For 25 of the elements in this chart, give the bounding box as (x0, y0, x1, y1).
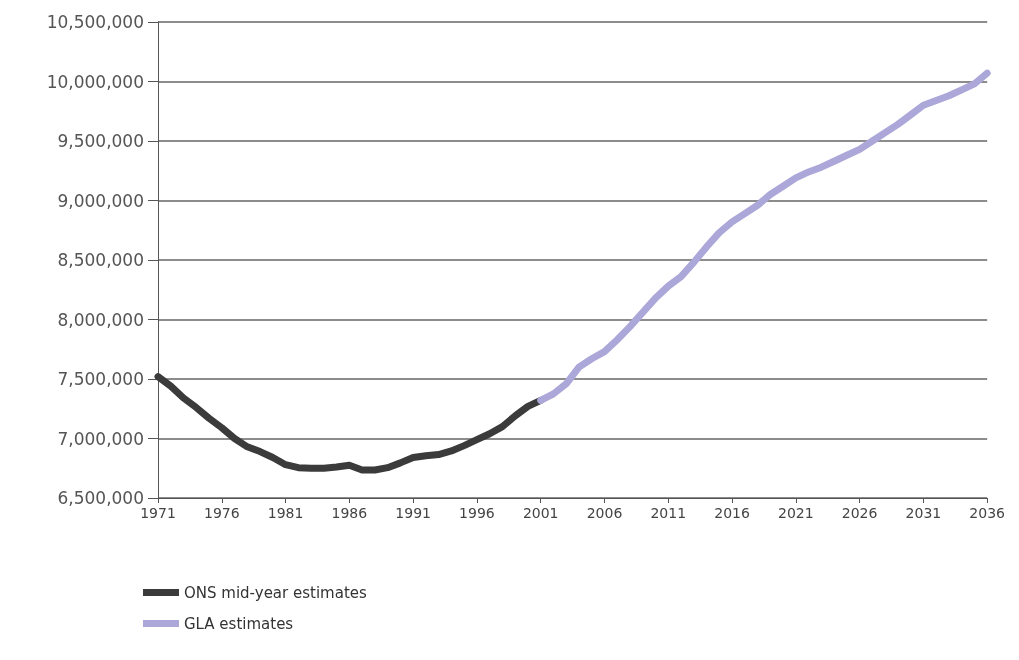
y-tick-label: 7,000,000 (57, 428, 144, 449)
x-tick-label: 1991 (395, 505, 431, 521)
x-tick-label: 2011 (650, 505, 687, 521)
x-tick-label: 1986 (331, 505, 368, 521)
x-tick-label: 2016 (714, 505, 750, 521)
x-tick-label: 1981 (267, 505, 304, 521)
x-tick-label: 1996 (459, 505, 495, 521)
y-tick-label: 7,500,000 (57, 369, 144, 389)
x-tick-label: 2036 (969, 505, 1006, 521)
x-tick-label: 2001 (522, 505, 559, 521)
y-tick-label: 9,500,000 (57, 131, 144, 151)
x-tick-label: 1976 (203, 505, 240, 521)
y-tick-label: 9,000,000 (57, 190, 144, 211)
y-tick-label: 6,500,000 (57, 488, 144, 508)
x-tick-label: 2031 (905, 505, 942, 521)
x-tick-label: 2021 (778, 505, 814, 521)
legend-label: GLA estimates (184, 614, 294, 633)
x-tick-label: 2026 (841, 505, 878, 521)
x-tick-label: 2006 (586, 505, 623, 521)
legend-label: ONS mid-year estimates (184, 583, 367, 602)
y-tick-label: 8,500,000 (57, 250, 144, 270)
y-tick-label: 10,500,000 (46, 12, 144, 32)
x-tick-label: 1971 (140, 505, 176, 521)
y-tick-label: 8,000,000 (57, 309, 144, 330)
y-tick-label: 10,000,000 (46, 71, 144, 92)
